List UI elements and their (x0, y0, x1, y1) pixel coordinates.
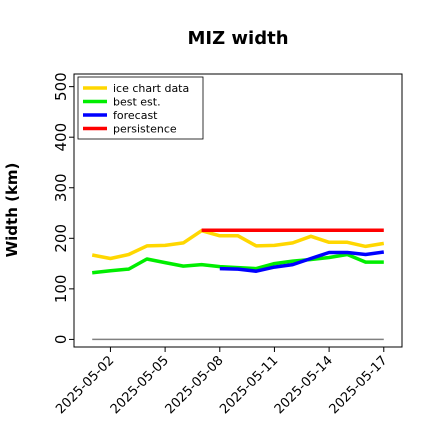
y-tick-label: 500 (52, 72, 70, 101)
series-line-ice-chart-data (91, 228, 385, 261)
plot-area (73, 73, 403, 348)
y-axis-label: Width (km) (3, 163, 21, 258)
y-tick-label: 400 (52, 123, 70, 152)
y-tick-label: 100 (52, 275, 70, 304)
y-tick-label: 300 (52, 173, 70, 202)
legend-label-forecast: forecast (113, 109, 158, 122)
x-tick-label: 2025-05-17 (327, 353, 391, 417)
series-line-forecast (219, 250, 385, 273)
y-tick-label: 0 (52, 335, 70, 345)
legend-label-ice-chart-data: ice chart data (113, 82, 189, 95)
chart-title: MIZ width (187, 28, 288, 49)
legend-label-persistence: persistence (113, 123, 177, 136)
series-group (91, 228, 385, 341)
legend-label-best-est: best est. (113, 96, 161, 109)
y-tick-label: 200 (52, 224, 70, 253)
